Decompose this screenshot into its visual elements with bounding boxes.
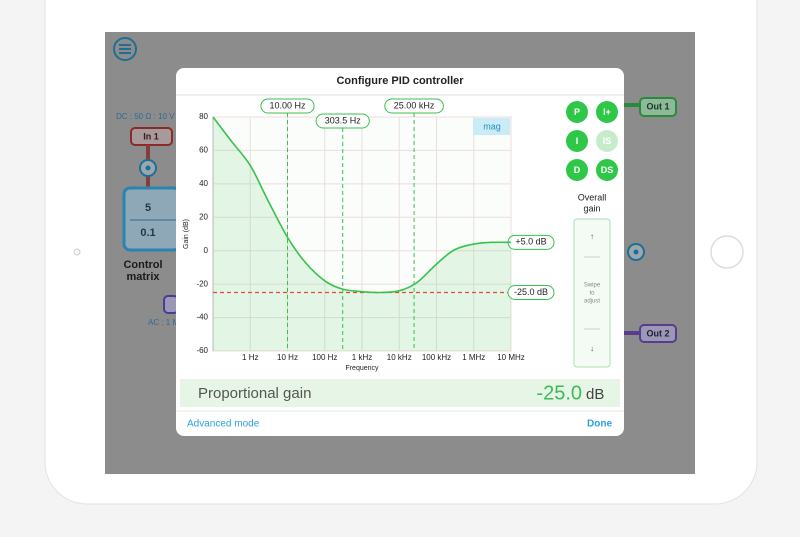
- tag-box: [473, 118, 510, 135]
- gain-curve: [212, 116, 512, 294]
- term-button[interactable]: [596, 159, 618, 181]
- gain-title: Overall: [578, 192, 607, 202]
- level-label: +5.0 dB: [515, 237, 546, 247]
- term-label: I+: [603, 107, 611, 117]
- menu-icon: [119, 44, 131, 54]
- camera: [73, 248, 81, 256]
- y-tick-label: 40: [199, 179, 208, 188]
- output-box[interactable]: [639, 324, 677, 343]
- term-button[interactable]: [566, 101, 588, 123]
- node-dot: [633, 249, 639, 255]
- x-tick-label: 10 kHz: [387, 353, 412, 362]
- x-axis-label: Frequency: [345, 365, 379, 372]
- term-label: I: [576, 136, 579, 146]
- matrix-label: Control: [123, 259, 162, 271]
- dialog-title: Configure PID controller: [336, 75, 464, 87]
- output-label: Out 2: [646, 328, 669, 338]
- slider-hint: Swipe: [584, 283, 601, 289]
- marker-label: 25.00 kHz: [394, 100, 435, 110]
- term-button[interactable]: [596, 101, 618, 123]
- input2-info: AC : 1 M: [148, 318, 179, 327]
- y-tick-label: 60: [199, 146, 208, 155]
- gain-slider[interactable]: [573, 218, 611, 368]
- control-matrix[interactable]: [122, 186, 182, 252]
- marker-box[interactable]: [260, 98, 315, 114]
- matrix-value: 5: [145, 202, 151, 214]
- term-label: P: [574, 107, 580, 117]
- x-tick-label: 1 Hz: [242, 353, 258, 362]
- parameter-unit: dB: [586, 386, 604, 403]
- marker-box[interactable]: [315, 113, 370, 129]
- output-box[interactable]: [639, 97, 677, 117]
- parameter-name: Proportional gain: [198, 385, 311, 402]
- gain-title: gain: [583, 203, 600, 213]
- term-buttons: P I+ I IS D DS: [566, 101, 618, 181]
- plot-tag: mag: [483, 121, 501, 131]
- x-tick-label: 1 kHz: [352, 353, 372, 362]
- app-content: DC : 50 Ω : 10 V In 1 5 0.1 Control matr…: [113, 37, 677, 343]
- slider-hint: adjust: [584, 299, 600, 305]
- level-label: -25.0 dB: [514, 287, 548, 297]
- parameter-bar[interactable]: [180, 379, 620, 407]
- slider-up: ↑: [590, 232, 594, 241]
- node-dot: [145, 165, 151, 171]
- wire: [624, 103, 642, 107]
- bode-plot: 80 60 40 20 0 -20 -40 -60 1 Hz 10 Hz 100 Hz 1 kHz 10…: [183, 98, 555, 372]
- x-tick-label: 10 Hz: [277, 353, 298, 362]
- x-tick-label: 1 MHz: [462, 353, 485, 362]
- parameter-value: -25.0: [536, 382, 582, 404]
- y-tick-label: -20: [196, 279, 208, 288]
- matrix-label: matrix: [126, 271, 160, 283]
- x-tick-label: 100 Hz: [312, 353, 337, 362]
- advanced-mode-button[interactable]: Advanced mode: [187, 419, 260, 430]
- output-label: Out 1: [646, 101, 669, 111]
- home-button[interactable]: [710, 235, 744, 269]
- term-label: IS: [603, 136, 612, 146]
- slider-hint: to: [589, 291, 595, 297]
- marker-label: 303.5 Hz: [325, 115, 362, 125]
- done-button[interactable]: Done: [587, 419, 612, 430]
- wire: [624, 331, 642, 335]
- term-label: DS: [601, 165, 614, 175]
- gain-area: [213, 117, 511, 351]
- x-tick-label: 100 kHz: [422, 353, 451, 362]
- y-tick-label: 80: [199, 112, 208, 121]
- marker-box[interactable]: [384, 98, 444, 114]
- y-tick-label: 20: [199, 212, 208, 221]
- y-axis-label: Gain (dB): [183, 219, 190, 249]
- dialog: Configure PID controller 80 60 40 20 0 -20 -40…: [176, 68, 624, 436]
- level-box[interactable]: [507, 285, 555, 300]
- term-button[interactable]: [566, 130, 588, 152]
- menu-button[interactable]: [113, 37, 137, 61]
- slider-down: ↓: [590, 344, 594, 353]
- matrix-value: 0.1: [140, 227, 155, 239]
- input2-box[interactable]: [163, 295, 179, 314]
- input-label: In 1: [143, 131, 159, 141]
- x-tick-label: 10 MHz: [497, 353, 525, 362]
- y-tick-label: -40: [196, 313, 208, 322]
- input-info: DC : 50 Ω : 10 V: [116, 112, 175, 121]
- input-box[interactable]: [130, 127, 173, 146]
- term-button[interactable]: [596, 130, 618, 152]
- marker-label: 10.00 Hz: [269, 100, 306, 110]
- y-tick-label: -60: [196, 346, 208, 355]
- term-label: D: [574, 165, 581, 175]
- y-tick-label: 0: [204, 246, 209, 255]
- term-button[interactable]: [566, 159, 588, 181]
